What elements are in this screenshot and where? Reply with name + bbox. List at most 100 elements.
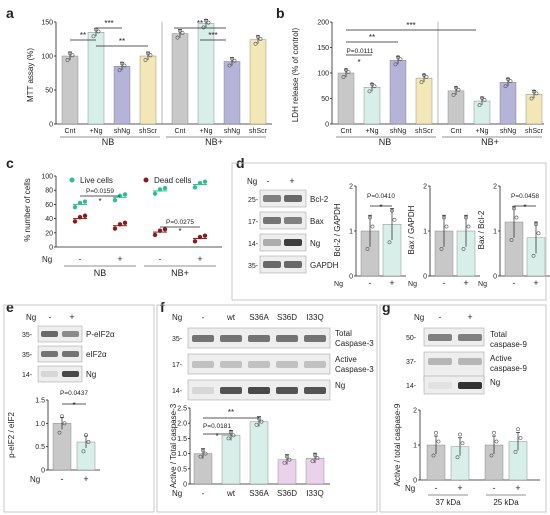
f-sig: ** [228, 408, 234, 417]
g-blot-row [423, 375, 485, 395]
c-xrow-label: + [117, 254, 122, 264]
a-bar [249, 39, 267, 125]
f-point [259, 419, 264, 424]
g-xrow-label: - [493, 483, 496, 493]
a-point [146, 51, 150, 56]
b-point [367, 89, 372, 94]
e-point [62, 421, 67, 426]
b-point [398, 57, 403, 62]
e-band [41, 371, 58, 377]
a-bar [223, 61, 241, 125]
g-group-label: 37 kDa [435, 498, 461, 507]
a-point [68, 51, 72, 56]
c-xrow-label: - [79, 254, 82, 264]
g-point [460, 441, 465, 446]
b-point [482, 98, 487, 102]
f-band [304, 387, 326, 394]
a-xtick-label: shNg [114, 128, 130, 135]
c-legend-dead-marker [143, 177, 149, 183]
e-band [62, 351, 79, 357]
b-point [456, 87, 461, 92]
a-ytick-label: 0 [49, 122, 53, 129]
d-point [534, 222, 538, 227]
a-point [91, 34, 96, 39]
d-kda-label: 17- [248, 219, 259, 226]
d-lane-label: + [289, 176, 294, 186]
e-kda-label: 35- [22, 352, 33, 359]
b-sig: ** [369, 33, 375, 42]
d-row-label: Bcl-2 [310, 195, 329, 204]
d-point [442, 215, 446, 220]
b-point [454, 85, 458, 90]
g-point [518, 436, 523, 440]
g-lane-label: + [467, 312, 472, 322]
b-ytick-label: 100 [317, 71, 329, 78]
f-xtick-label: S36D [277, 489, 297, 498]
d-row-label: GAPDH [310, 261, 339, 270]
c-point [72, 219, 78, 224]
f-frame [156, 304, 378, 513]
d-ylabel: Bax / GAPDH [407, 205, 416, 254]
f-point [201, 448, 205, 453]
c-point [192, 239, 198, 244]
e-band [41, 331, 58, 337]
e-point [81, 449, 86, 454]
e-ytick-label: 0.5 [35, 444, 45, 451]
f-lane-label: S36A [249, 313, 269, 322]
d-point [368, 215, 372, 220]
e-lane-label: + [69, 312, 74, 322]
c-sig: * [178, 227, 181, 236]
d2-ytick-label: 1 [493, 229, 497, 236]
b-point [508, 79, 513, 84]
a-ylabel: MTT assay (%) [26, 48, 35, 102]
g-row-label: Total [490, 330, 507, 339]
c-legend-live: Live cells [80, 176, 113, 185]
f-point [310, 459, 315, 464]
g-row-label: Ng [490, 378, 500, 387]
b-bar [363, 87, 381, 125]
f-band [248, 387, 270, 394]
c-legend-live-marker [69, 177, 75, 183]
d-point [370, 224, 375, 229]
e-xrow-label: + [83, 474, 88, 484]
g-row-label: caspase-9 [490, 340, 527, 349]
d-point [464, 215, 468, 220]
f-sig: P=0.0181 [203, 423, 231, 430]
f-xtick-label: wt [226, 489, 236, 498]
f-ng-label: Ng [172, 313, 182, 322]
f-band [276, 361, 298, 368]
e-band [41, 351, 58, 357]
d-lane-label: - [267, 176, 270, 186]
a-bar [139, 55, 157, 125]
c-ytick-label: 40 [45, 216, 53, 223]
a-point [70, 53, 75, 58]
b-point [422, 73, 426, 77]
c-ytick-label: 60 [45, 202, 53, 209]
d2-ytick-label: 2 [493, 184, 497, 191]
d-point [466, 224, 471, 229]
d1-ytick-label: 2 [423, 184, 427, 191]
c-point [77, 200, 83, 206]
d-xrow-label: - [369, 278, 372, 288]
a-point [96, 29, 101, 34]
b-point [372, 84, 377, 89]
g-xrow-label: - [435, 483, 438, 493]
e-ytick-label: 1.5 [35, 398, 45, 405]
g-ytick-label: 0 [413, 478, 417, 485]
e-point [60, 414, 64, 419]
e-blot-row [37, 365, 83, 383]
c-ytick-label: 100 [41, 174, 53, 181]
a-xtick-label: Cnt [65, 128, 76, 135]
e-blot-row [37, 325, 83, 343]
e-kda-label: 35- [22, 332, 33, 339]
d-point [536, 231, 541, 236]
d-point [512, 206, 516, 211]
c-point [152, 191, 158, 196]
a-point [120, 61, 124, 66]
d1-ytick-label: 0 [423, 274, 427, 281]
f-point [257, 416, 261, 421]
f-point [287, 457, 292, 462]
e-ytick-label: 1.0 [35, 421, 45, 428]
f-ytick-label: 1.5 [177, 436, 187, 443]
d-point [531, 253, 536, 258]
